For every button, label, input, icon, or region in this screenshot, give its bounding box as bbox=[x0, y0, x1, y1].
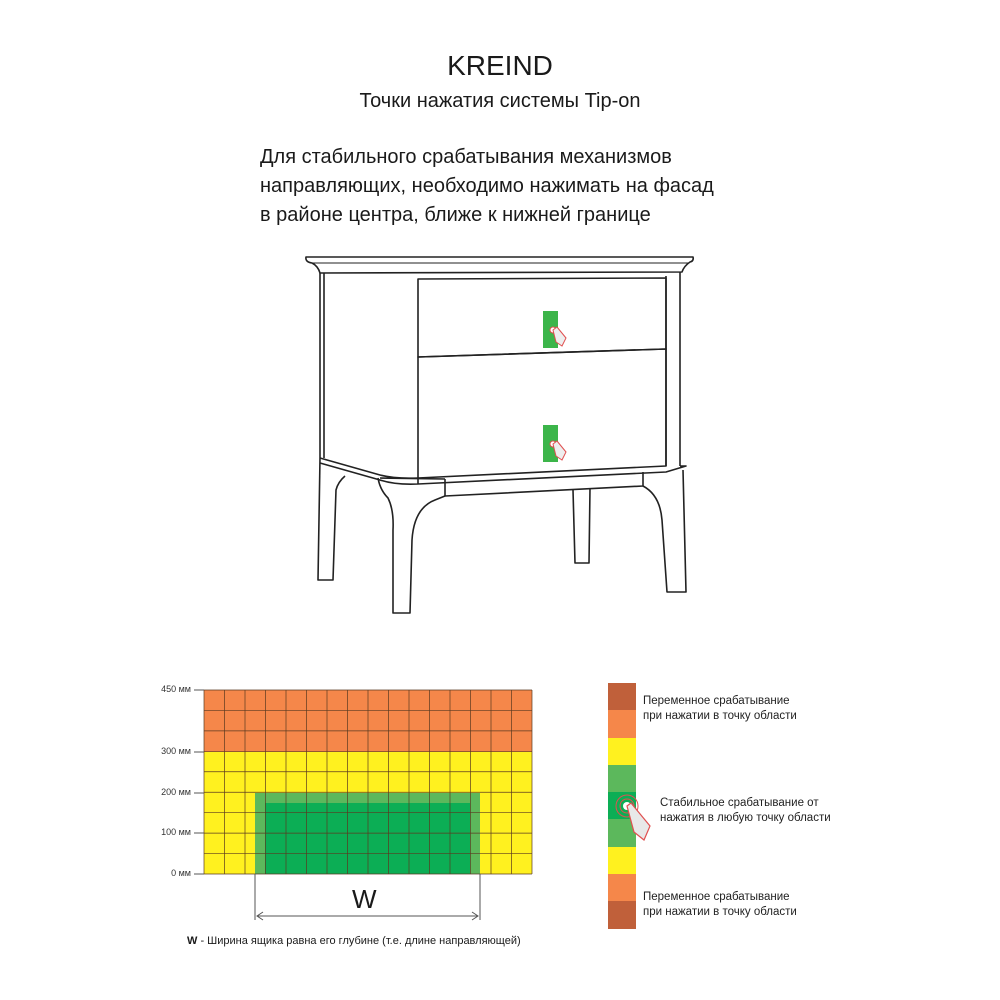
instruction-line: Для стабильного срабатывания механизмов bbox=[260, 146, 672, 168]
legend-color-segment bbox=[608, 874, 636, 902]
zone-stable-inner bbox=[265, 803, 470, 874]
legend-text: Переменное срабатывание bbox=[643, 891, 790, 903]
legend-color-segment bbox=[608, 764, 636, 793]
footnote-key: W bbox=[187, 935, 198, 947]
page-subtitle: Точки нажатия системы Tip-on bbox=[359, 90, 641, 112]
legend-color-segment bbox=[608, 710, 636, 738]
brand-title: KREIND bbox=[447, 50, 553, 81]
leg-back-left bbox=[317, 457, 346, 581]
y-tick-300: 300 мм bbox=[161, 746, 191, 756]
legend-color-segment bbox=[608, 737, 636, 765]
nightstand-illustration bbox=[305, 256, 694, 614]
footnote: W - Ширина ящика равна его глубине (т.е.… bbox=[187, 935, 521, 947]
y-tick-0: 0 мм bbox=[171, 868, 191, 878]
apron bbox=[444, 472, 644, 497]
y-tick-450: 450 мм bbox=[161, 684, 191, 694]
table-top bbox=[305, 256, 694, 274]
legend-color-bar bbox=[608, 683, 636, 929]
press-hand-icon bbox=[615, 794, 651, 841]
width-label: W bbox=[352, 884, 377, 914]
press-hand-icon bbox=[549, 440, 567, 461]
y-tick-100: 100 мм bbox=[161, 827, 191, 837]
legend-text: нажатия в любую точку области bbox=[660, 812, 831, 824]
legend-text: Переменное срабатывание bbox=[643, 695, 790, 707]
leg-front-right bbox=[642, 469, 687, 593]
y-tick-200: 200 мм bbox=[161, 787, 191, 797]
footnote-text: - Ширина ящика равна его глубине (т.е. д… bbox=[197, 935, 521, 947]
legend-color-segment bbox=[608, 901, 636, 929]
instruction-line: в районе центра, ближе к нижней границе bbox=[260, 204, 651, 226]
drawer-bottom bbox=[417, 348, 667, 479]
legend-text: при нажатии в точку области bbox=[643, 710, 797, 722]
legend-text: при нажатии в точку области bbox=[643, 906, 797, 918]
legend-item-variable-top: Переменное срабатывание при нажатии в то… bbox=[643, 694, 797, 724]
legend-item-stable: Стабильное срабатывание от нажатия в люб… bbox=[660, 796, 831, 826]
legend-text: Стабильное срабатывание от bbox=[660, 797, 819, 809]
legend-color-segment bbox=[608, 846, 636, 875]
legend-color-segment bbox=[608, 683, 636, 711]
press-hand-icon bbox=[549, 326, 567, 347]
instruction-text: Для стабильного срабатывания механизмов … bbox=[260, 143, 714, 230]
leg-back-right bbox=[572, 487, 591, 564]
instruction-line: направляющих, необходимо нажимать на фас… bbox=[260, 175, 714, 197]
leg-front-left bbox=[377, 477, 446, 614]
legend-item-variable-bottom: Переменное срабатывание при нажатии в то… bbox=[643, 890, 797, 920]
